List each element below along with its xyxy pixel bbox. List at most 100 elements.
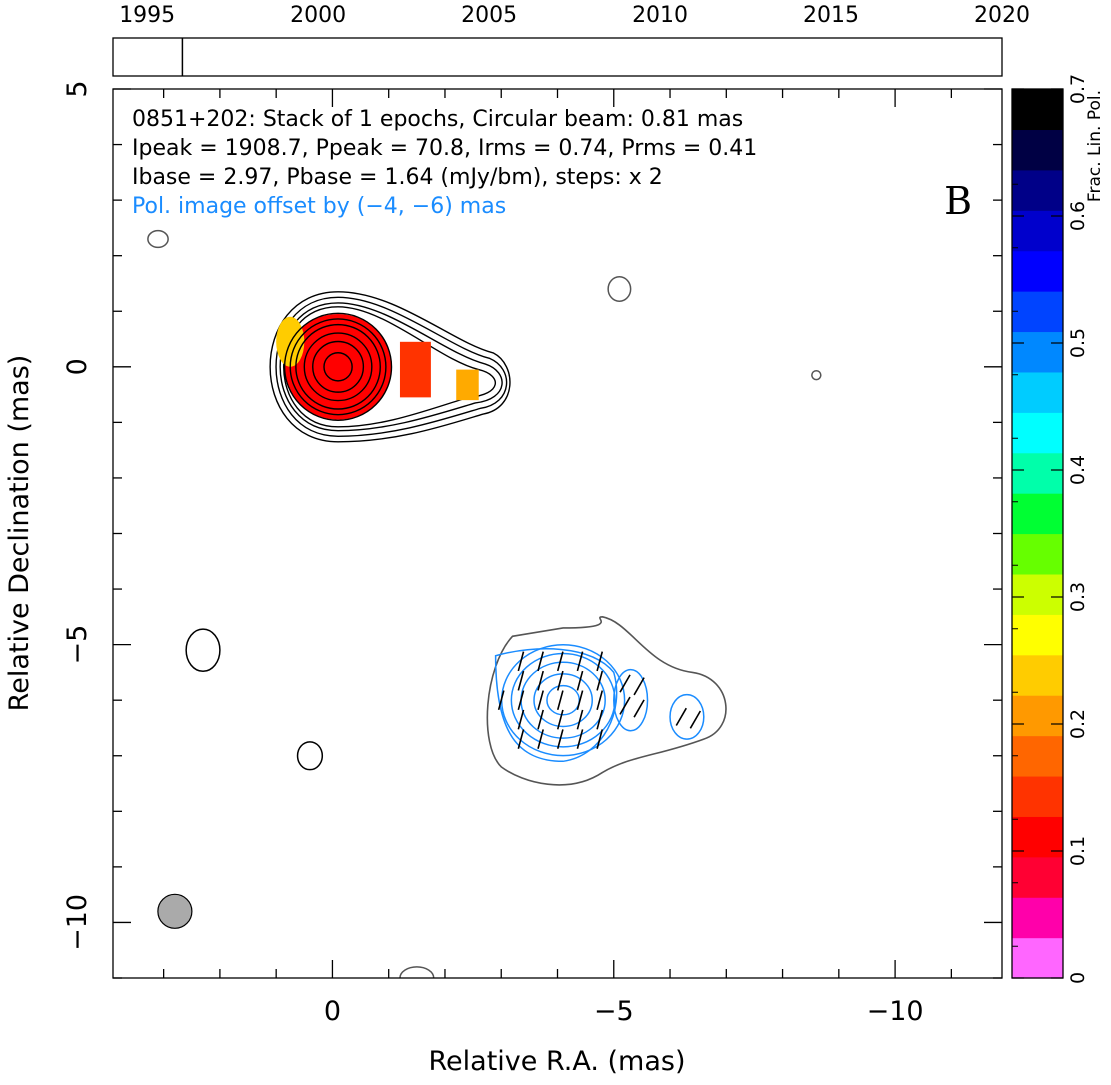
- colorbar-swatch: [1012, 129, 1063, 171]
- stokes-i-envelope-contour: [269, 291, 511, 443]
- evpa-tick: [596, 690, 604, 711]
- frac-pol-jet-patch-1: [399, 341, 431, 398]
- colorbar-swatch: [1012, 493, 1063, 535]
- panel-letter: B: [944, 179, 972, 223]
- colorbar-tick-label: 0.3: [1067, 582, 1089, 612]
- evpa-tick: [576, 690, 584, 711]
- plot-frame: [112, 88, 1003, 979]
- plot-area: 0 −5 −10 5 0 −5 −10 0851+202: Stack of 1 epoch…: [62, 80, 1003, 1027]
- evpa-tick: [596, 670, 604, 691]
- evpa-tick: [517, 651, 525, 672]
- evpa-tick: [619, 696, 631, 715]
- colorbar-swatch: [1012, 412, 1063, 454]
- colorbar-frame: [1011, 88, 1064, 979]
- colorbar-swatches: [1012, 89, 1063, 979]
- frac-pol-core-patch: [284, 314, 392, 420]
- colorbar-swatch: [1012, 210, 1063, 252]
- isolated-contour: [147, 229, 169, 249]
- colorbar-swatch: [1012, 614, 1063, 656]
- evpa-tick: [556, 729, 564, 749]
- evpa-tick: [517, 670, 525, 691]
- stokes-i-core-contour: [295, 323, 381, 410]
- offset-note: Pol. image offset by (−4, −6) mas: [132, 194, 506, 219]
- evpa-tick: [619, 674, 631, 693]
- colorbar-ticks: 0 0.1 0.2 0.3 0.4 0.5 0.6 0.7: [1012, 74, 1089, 984]
- evpa-tick: [497, 690, 505, 711]
- pol-secondary-contour: [669, 693, 705, 740]
- colorbar-swatch: [1012, 775, 1063, 817]
- evpa-tick: [689, 710, 702, 729]
- y-tick-label: −5: [62, 625, 93, 665]
- colorbar-tick-label: 0.4: [1067, 455, 1089, 485]
- colorbar-swatch: [1012, 654, 1063, 696]
- x-tick-label: −5: [594, 996, 634, 1027]
- colorbar-swatch: [1012, 452, 1063, 494]
- timeline-tick-label: 2000: [290, 3, 346, 28]
- timeline-tick-label: 1995: [119, 3, 175, 28]
- colorbar-swatch: [1012, 169, 1063, 211]
- isolated-contour: [811, 369, 822, 381]
- title-line-2: Ipeak = 1908.7, Ppeak = 70.8, Irms = 0.7…: [132, 136, 757, 161]
- beam-circle: [157, 893, 193, 929]
- timeline-tick-label: 2020: [974, 3, 1030, 28]
- evpa-tick: [537, 670, 544, 691]
- evpa-tick: [576, 670, 584, 691]
- timeline-frame: [112, 37, 1003, 77]
- x-tick-label: −10: [867, 996, 924, 1027]
- colorbar-tick-label: 0.1: [1067, 836, 1089, 866]
- isolated-contour: [185, 628, 221, 673]
- colorbar-swatch: [1012, 856, 1063, 898]
- title-line-1: 0851+202: Stack of 1 epochs, Circular be…: [132, 107, 743, 132]
- timeline-ticks: 1995 2000 2005 2010 2015 2020: [119, 3, 1030, 76]
- evpa-tick: [596, 651, 604, 672]
- evpa-tick: [633, 699, 645, 718]
- evpa-tick: [537, 729, 544, 749]
- isolated-contour: [399, 966, 435, 978]
- colorbar-swatch: [1012, 573, 1063, 615]
- colorbar-swatch: [1012, 331, 1063, 373]
- pol-outer-contour: [494, 648, 618, 763]
- stokes-i-envelope-contour: [283, 306, 497, 428]
- colorbar-swatch: [1012, 735, 1063, 777]
- colorbar-swatch: [1012, 937, 1063, 979]
- colorbar-swatch: [1012, 533, 1063, 575]
- evpa-tick: [576, 709, 584, 730]
- stokes-i-core-contour: [303, 332, 373, 402]
- isolated-contour: [607, 276, 632, 302]
- colorbar-swatch: [1012, 371, 1063, 413]
- colorbar-tick-label: 0.6: [1067, 201, 1089, 231]
- timeline-tick-label: 2010: [632, 3, 688, 28]
- evpa-tick: [576, 651, 584, 672]
- stokes-i-core-contour: [312, 340, 365, 393]
- y-tick-label: 0: [62, 358, 93, 375]
- offset-stokes-i-contour: [486, 616, 727, 786]
- evpa-tick: [596, 709, 604, 730]
- evpa-tick: [576, 729, 584, 749]
- evpa-tick: [556, 690, 564, 711]
- evpa-tick: [517, 729, 525, 749]
- timeline: 1995 2000 2005 2010 2015 2020: [112, 3, 1030, 77]
- stokes-i-envelope-contour: [279, 302, 503, 432]
- evpa-tick: [675, 707, 687, 726]
- stokes-i-core-contour: [283, 312, 393, 421]
- colorbar-tick-label: 0.2: [1067, 709, 1089, 739]
- evpa-tick: [556, 670, 564, 691]
- colorbar-tick-label: 0: [1067, 972, 1089, 984]
- evpa-tick: [633, 677, 645, 696]
- title-line-3: Ibase = 2.97, Pbase = 1.64 (mJy/bm), ste…: [132, 165, 663, 190]
- isolated-contour: [296, 741, 324, 771]
- evpa-tick: [537, 709, 544, 730]
- evpa-tick: [556, 709, 564, 730]
- plot-marks: [147, 229, 822, 978]
- timeline-tick-label: 2015: [803, 3, 859, 28]
- x-tick-label: 0: [324, 996, 341, 1027]
- stokes-i-core-contour: [323, 352, 353, 382]
- pol-secondary-contour: [613, 668, 649, 732]
- evpa-tick: [517, 690, 525, 711]
- evpa-tick: [556, 651, 564, 672]
- colorbar-swatch: [1012, 695, 1063, 737]
- y-tick-label: 5: [62, 80, 93, 97]
- colorbar-swatch: [1012, 89, 1063, 131]
- y-tick-label: −10: [62, 894, 93, 951]
